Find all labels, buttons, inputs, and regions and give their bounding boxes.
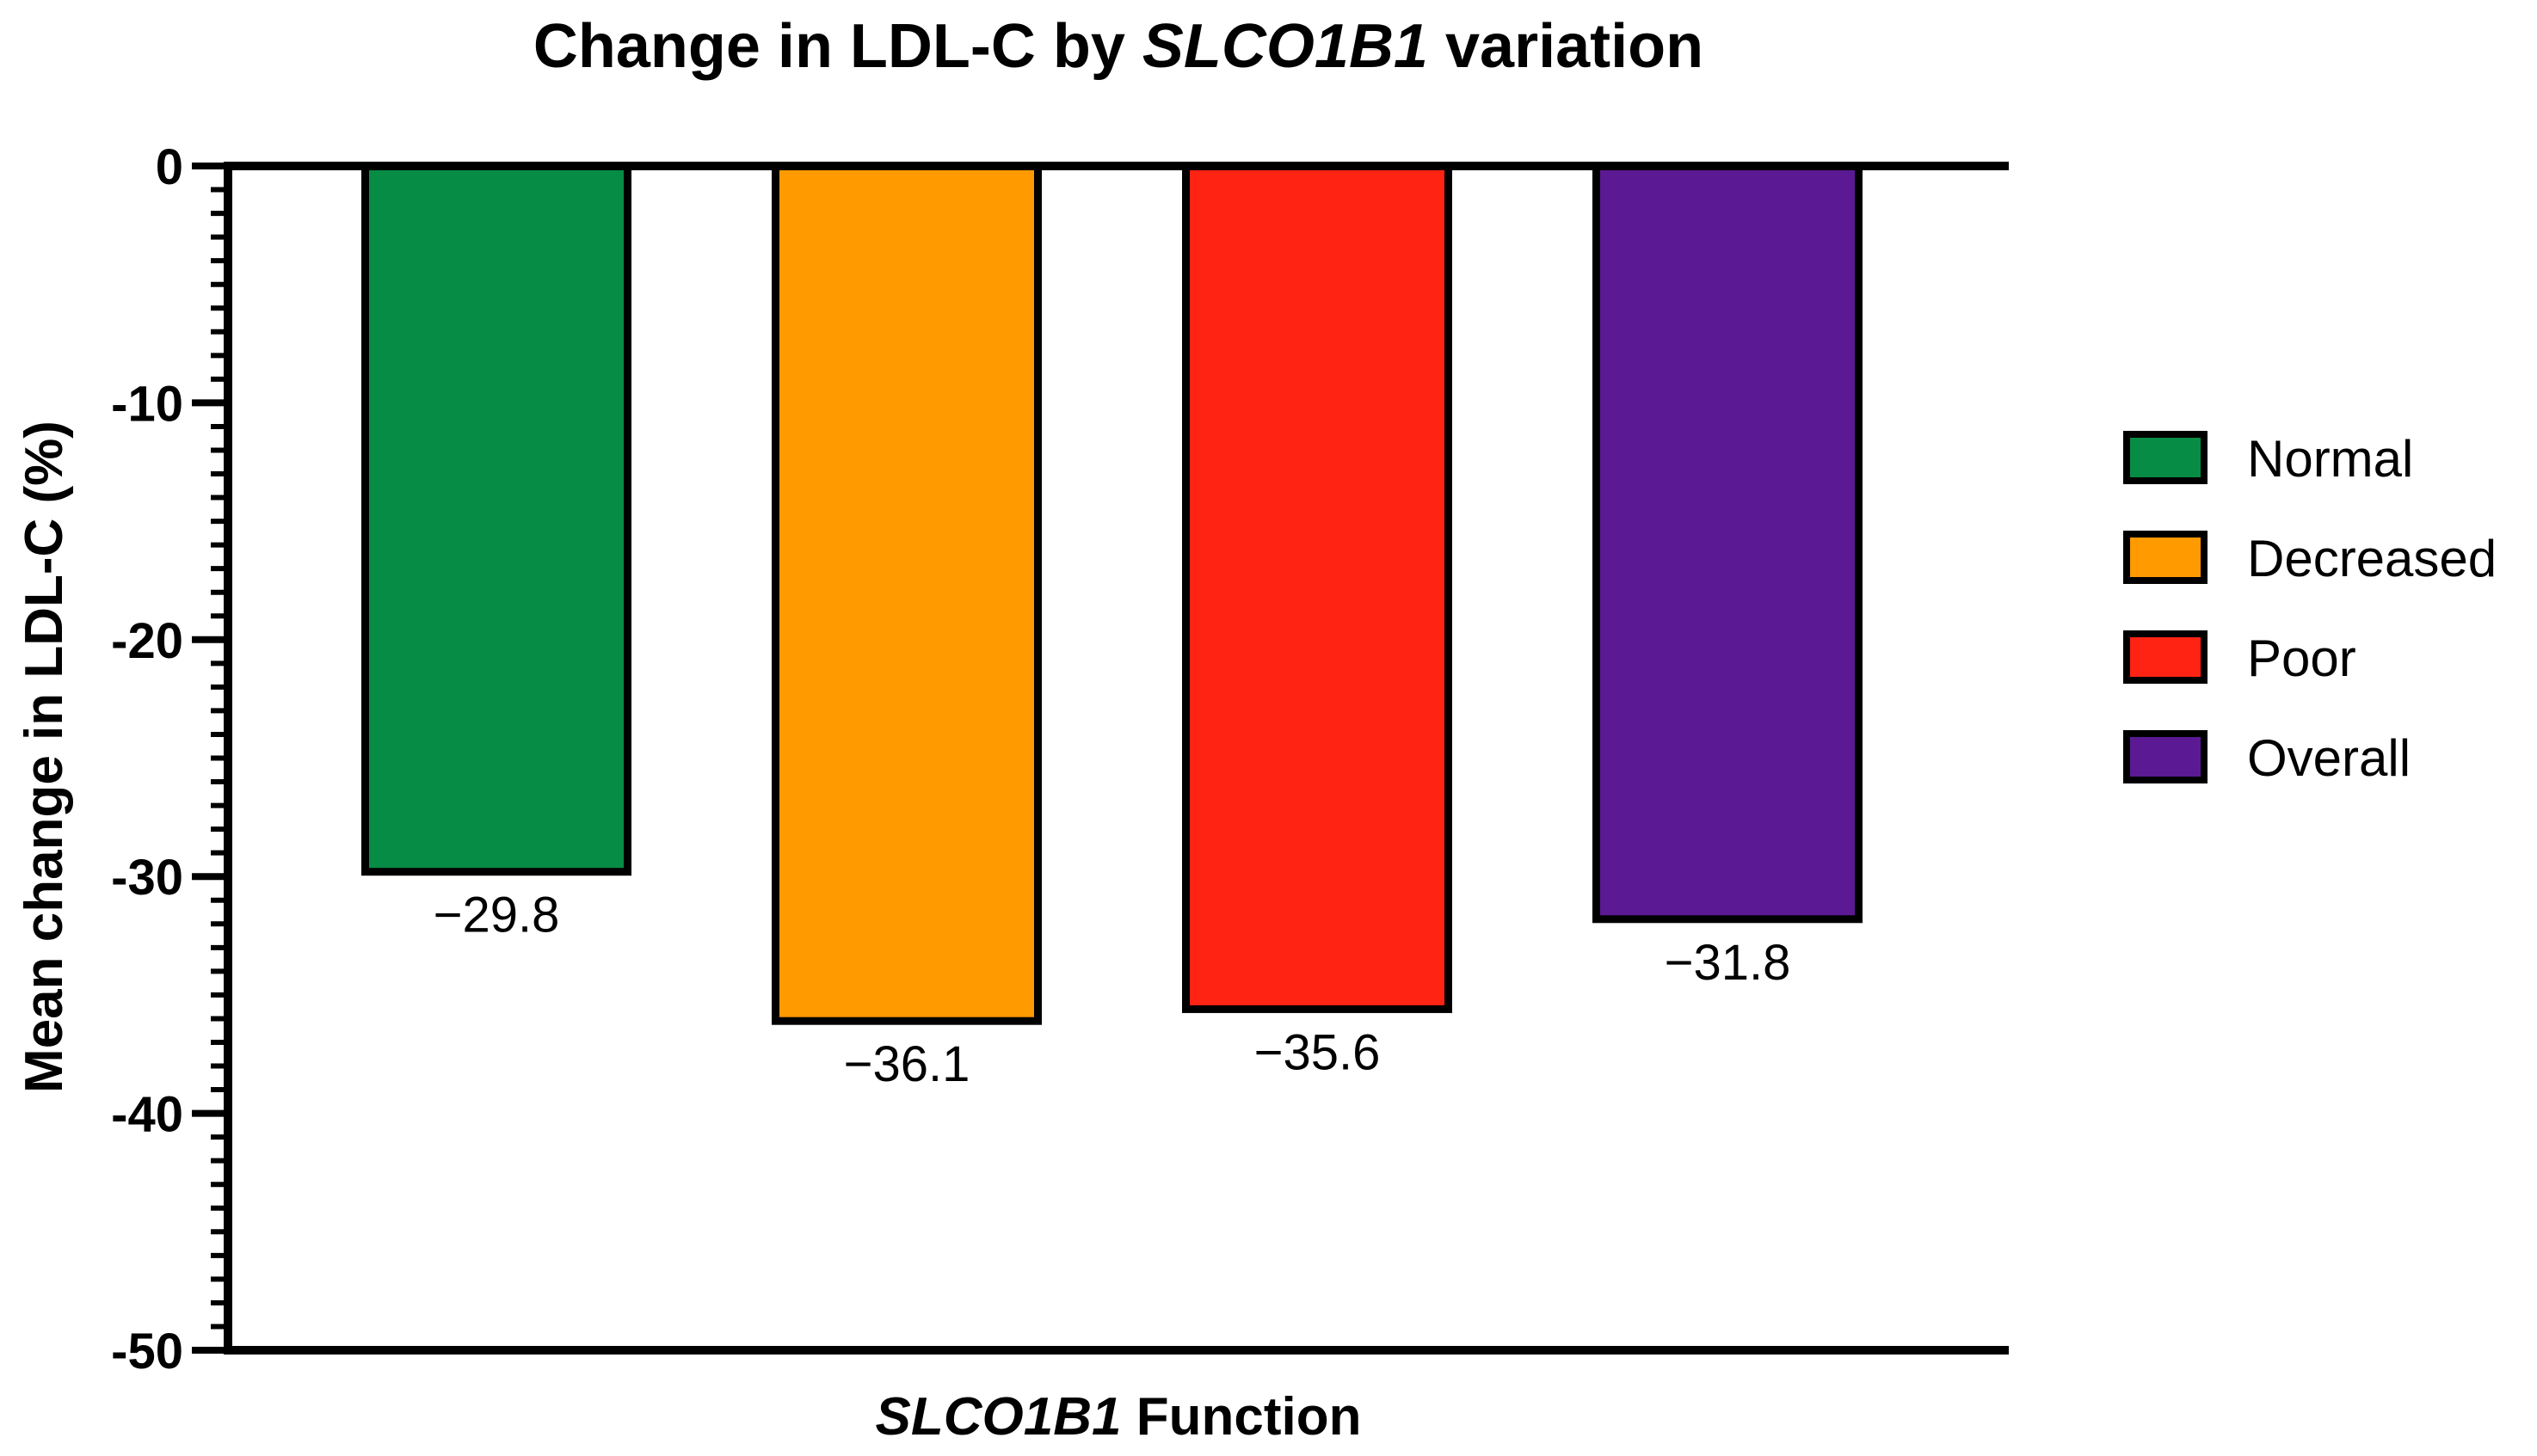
legend-swatch-overall	[2123, 730, 2208, 783]
y-tick-label: -30	[111, 850, 183, 906]
x-axis-label-suffix: Function	[1122, 1387, 1362, 1447]
chart-title-gene: SLCO1B1	[1142, 12, 1428, 81]
x-axis-label: SLCO1B1 Function	[876, 1387, 1362, 1447]
bar-normal	[361, 162, 631, 876]
data-label-overall: −31.8	[1665, 935, 1791, 991]
y-tick-label: -50	[111, 1324, 183, 1379]
data-labels-group: −29.8 −36.1 −35.6 −31.8	[434, 888, 1791, 1093]
bar-decreased	[772, 162, 1042, 1025]
bar-overall	[1592, 162, 1863, 924]
legend-swatch-normal	[2123, 431, 2208, 484]
y-tick-label: -10	[111, 376, 183, 432]
legend-swatch-decreased	[2123, 531, 2208, 584]
y-axis-label: Mean change in LDL-C (%)	[15, 421, 74, 1093]
data-label-decreased: −36.1	[844, 1036, 970, 1092]
x-axis-label-gene: SLCO1B1	[876, 1387, 1122, 1447]
chart-title-prefix: Change in LDL-C by	[533, 12, 1142, 81]
chart-title-suffix: variation	[1428, 12, 1703, 81]
chart-title: Change in LDL-C by SLCO1B1 variation	[533, 12, 1703, 81]
y-major-ticks: 0 -10 -20 -30 -40 -50	[111, 139, 228, 1379]
legend-label-decreased: Decreased	[2247, 530, 2497, 587]
legend-label-poor: Poor	[2247, 630, 2356, 687]
legend: Normal Decreased Poor Overall	[2123, 430, 2497, 787]
legend-label-overall: Overall	[2247, 729, 2411, 787]
bars-group	[361, 162, 1863, 1025]
data-label-poor: −35.6	[1254, 1024, 1381, 1080]
legend-label-normal: Normal	[2247, 430, 2413, 488]
y-tick-label: -20	[111, 613, 183, 669]
legend-swatch-poor	[2123, 630, 2208, 684]
data-label-normal: −29.8	[434, 888, 560, 943]
bar-poor	[1182, 162, 1452, 1013]
y-tick-label: 0	[156, 139, 183, 195]
y-tick-label: -40	[111, 1087, 183, 1143]
